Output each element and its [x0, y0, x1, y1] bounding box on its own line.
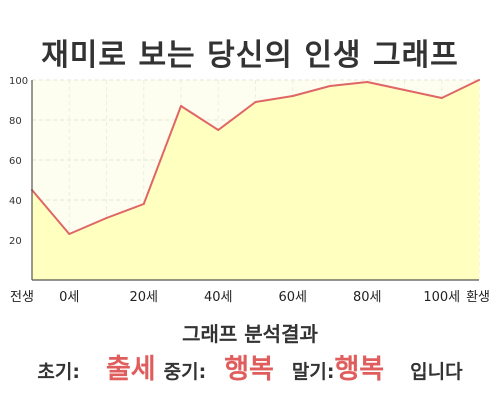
y-tick-label: 80 [9, 116, 22, 127]
late-value: 행복 [334, 354, 385, 385]
data-point [217, 129, 220, 131]
y-tick-label: 100 [9, 76, 28, 87]
data-point [291, 95, 294, 97]
data-point [68, 233, 71, 235]
x-tick-label: 100세 [423, 290, 460, 305]
data-point [254, 101, 257, 103]
x-tick-label: 전생 [10, 290, 34, 305]
early-value: 출세 [105, 354, 156, 385]
early-label: 초기: [37, 361, 80, 383]
data-point [329, 85, 331, 87]
data-point [403, 89, 406, 91]
x-tick-label: 20세 [129, 290, 158, 305]
y-tick-label: 60 [9, 156, 22, 167]
x-tick-label: 40세 [204, 290, 233, 305]
chart-title: 재미로 보는 당신의 인생 그래프 [41, 38, 459, 73]
data-point [180, 105, 182, 107]
y-tick-label: 20 [9, 236, 22, 247]
mid-value: 행복 [224, 354, 274, 385]
x-tick-label: 60세 [278, 290, 307, 305]
data-point [440, 97, 443, 99]
mid-label: 중기: [163, 361, 207, 383]
summary-line: 초기: 출세 중기: 행복 말기:행복 입니다 [0, 347, 500, 386]
x-tick-label: 80세 [353, 290, 382, 305]
data-point [142, 203, 145, 205]
x-tick-label: 환생 [466, 290, 490, 305]
data-point [366, 81, 369, 83]
summary-ending: 입니다 [410, 361, 463, 383]
y-tick-label: 40 [9, 196, 22, 207]
x-tick-label: 0세 [59, 290, 79, 305]
data-point [105, 217, 108, 219]
late-label: 말기: [291, 361, 335, 383]
summary-heading: 그래프 분석결과 [182, 322, 318, 346]
area-fill [32, 80, 479, 280]
data-point [478, 79, 480, 81]
